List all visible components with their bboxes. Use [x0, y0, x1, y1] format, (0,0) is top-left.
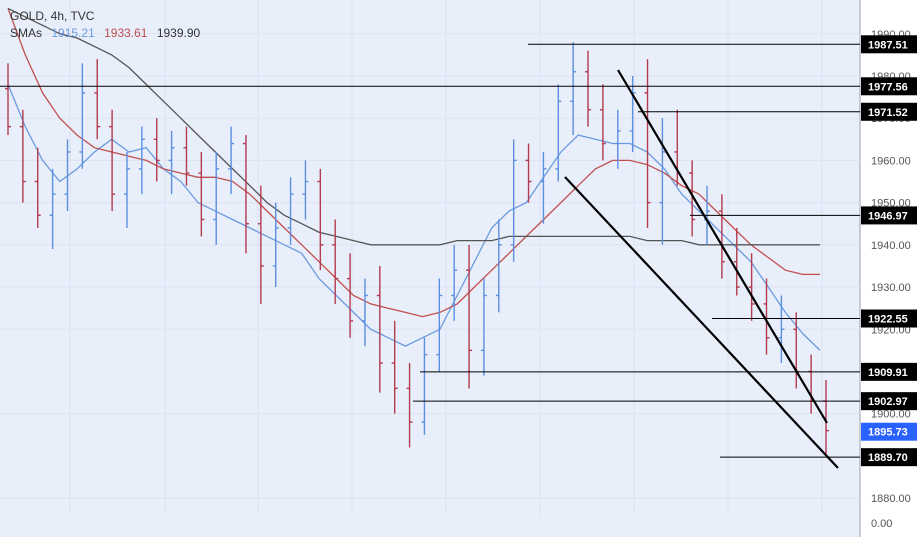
candle-30 [451, 244, 458, 321]
candle-14 [213, 151, 220, 245]
candle-3 [49, 168, 56, 250]
symbol-title: GOLD, 4h, TVC [10, 9, 95, 23]
candle-29 [436, 278, 443, 372]
candle-51 [763, 278, 770, 355]
candle-7 [109, 109, 116, 212]
candle-0 [5, 63, 11, 136]
candle-25 [376, 265, 383, 393]
candle-15 [228, 126, 235, 195]
candle-18 [272, 202, 279, 288]
level-tag-0 [861, 35, 917, 54]
level-tag-2 [861, 102, 917, 121]
candle-44 [659, 118, 666, 245]
level-tag-label-7: 1889.70 [868, 452, 908, 464]
candle-4 [64, 139, 71, 212]
candle-28 [421, 337, 428, 435]
candle-52 [778, 295, 785, 364]
candle-38 [570, 42, 577, 136]
candle-36 [540, 151, 547, 224]
candle-17 [257, 185, 264, 304]
candle-2 [34, 147, 41, 228]
candle-20 [302, 160, 309, 220]
sma-mid-value: 1933.61 [104, 26, 148, 40]
candle-34 [510, 139, 517, 262]
level-tag-label-6: 1902.97 [868, 396, 908, 408]
plot-background [0, 0, 860, 537]
candle-49 [733, 227, 740, 296]
level-tag-label-2: 1971.52 [868, 107, 908, 119]
candle-42 [629, 75, 636, 152]
candle-21 [317, 168, 324, 271]
chart-legend: GOLD, 4h, TVC SMAs 1915.21 1933.61 1939.… [10, 8, 200, 42]
candle-26 [391, 320, 398, 414]
candle-37 [555, 84, 562, 182]
candle-16 [242, 135, 249, 254]
candle-8 [123, 151, 130, 228]
sma-line-0 [7, 84, 821, 351]
sma-line-1 [7, 8, 820, 318]
candle-12 [183, 126, 190, 186]
channel-upper-trendline [617, 69, 828, 424]
current-price-tag [861, 422, 917, 441]
level-tag-6 [861, 392, 917, 411]
candle-50 [748, 253, 755, 321]
candle-24 [361, 278, 368, 347]
y-tick-label-6: 1930.00 [871, 282, 911, 294]
current-price-label: 1895.73 [868, 427, 908, 439]
channel-lower-trendline [564, 176, 839, 469]
level-tag-label-1: 1977.56 [868, 81, 908, 93]
sma-legend-row: SMAs 1915.21 1933.61 1939.90 [10, 25, 200, 42]
y-tick-label-5: 1940.00 [871, 240, 911, 252]
candle-22 [332, 219, 339, 304]
sma-fast-value: 1915.21 [51, 26, 95, 40]
candle-35 [525, 143, 532, 203]
candle-43 [644, 59, 651, 228]
candle-27 [406, 363, 413, 448]
candle-48 [718, 194, 725, 279]
candle-1 [19, 109, 26, 203]
candle-11 [168, 130, 175, 195]
sma-slow-value: 1939.90 [156, 26, 201, 40]
candle-41 [614, 109, 621, 169]
y-tick-label-9: 1880.00 [871, 493, 911, 505]
candle-6 [94, 59, 101, 140]
candle-23 [347, 253, 354, 338]
candle-19 [287, 177, 294, 245]
candle-46 [689, 160, 696, 237]
candle-39 [585, 50, 592, 127]
level-tag-3 [861, 206, 917, 225]
y-axis-bottom-label: 0.00 [871, 518, 892, 530]
candle-10 [153, 118, 160, 182]
level-tag-7 [861, 448, 917, 467]
level-tag-label-0: 1987.51 [868, 39, 908, 51]
candle-13 [198, 151, 205, 237]
level-tag-label-3: 1946.97 [868, 210, 908, 222]
level-tag-1 [861, 77, 917, 96]
candle-5 [79, 63, 86, 169]
candle-9 [138, 126, 145, 195]
candle-40 [599, 84, 606, 161]
candle-33 [495, 219, 502, 313]
level-tag-4 [861, 309, 917, 328]
y-tick-label-3: 1960.00 [871, 155, 911, 167]
level-tag-label-4: 1922.55 [868, 313, 908, 325]
sma-line-2 [7, 7, 820, 246]
level-tag-5 [861, 362, 917, 381]
sma-label: SMAs [10, 26, 43, 40]
level-tag-label-5: 1909.91 [868, 367, 908, 379]
candle-32 [480, 278, 487, 376]
candle-31 [466, 244, 473, 389]
y-tick-label-8: 1900.00 [871, 409, 911, 421]
